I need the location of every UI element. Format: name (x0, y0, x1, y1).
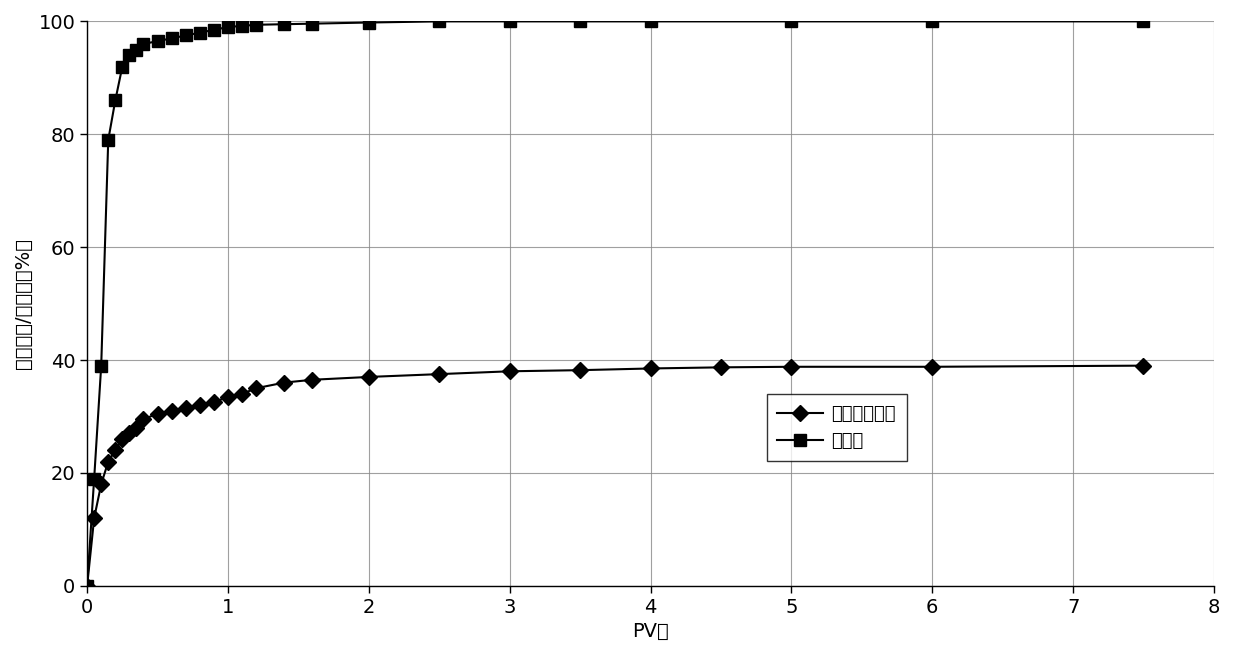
水驱驱油效率 (643, 365, 658, 373)
水驱驱油效率 (502, 367, 517, 375)
水驱驱油效率 (362, 373, 376, 381)
水驱驱油效率 (249, 384, 264, 392)
含水率 (1137, 18, 1151, 26)
含水率 (193, 29, 207, 37)
水驱驱油效率 (713, 364, 728, 371)
水驱驱油效率 (276, 379, 291, 386)
含水率 (305, 20, 320, 28)
水驱驱油效率 (115, 435, 130, 443)
水驱驱油效率 (86, 514, 101, 522)
含水率 (206, 26, 221, 34)
水驱驱油效率 (130, 424, 144, 432)
含水率 (115, 63, 130, 71)
水驱驱油效率 (136, 415, 151, 423)
水驱驱油效率 (101, 458, 116, 466)
水驱驱油效率 (193, 402, 207, 409)
含水率 (179, 31, 194, 39)
Y-axis label: 采出程度/含水率（%）: 采出程度/含水率（%） (14, 238, 33, 369)
含水率 (151, 37, 165, 45)
水驱驱油效率 (206, 398, 221, 406)
水驱驱油效率 (234, 390, 249, 398)
水驱驱油效率 (305, 376, 320, 384)
含水率 (362, 18, 376, 26)
水驱驱油效率 (179, 404, 194, 412)
水驱驱油效率 (924, 363, 939, 371)
含水率 (573, 18, 587, 26)
含水率 (107, 96, 122, 104)
水驱驱油效率 (122, 430, 137, 438)
含水率 (101, 136, 116, 144)
含水率 (276, 20, 291, 28)
水驱驱油效率 (94, 480, 109, 488)
水驱驱油效率 (151, 409, 165, 417)
水驱驱油效率 (80, 582, 95, 590)
含水率 (122, 51, 137, 59)
Line: 含水率: 含水率 (81, 15, 1150, 592)
水驱驱油效率 (1137, 362, 1151, 369)
含水率 (784, 18, 798, 26)
含水率 (924, 18, 939, 26)
Legend: 水驱驱油效率, 含水率: 水驱驱油效率, 含水率 (766, 394, 907, 461)
含水率 (643, 18, 658, 26)
含水率 (432, 18, 447, 26)
水驱驱油效率 (573, 366, 587, 374)
含水率 (80, 582, 95, 590)
含水率 (502, 18, 517, 26)
含水率 (136, 40, 151, 48)
含水率 (94, 362, 109, 369)
含水率 (164, 35, 179, 43)
含水率 (221, 23, 236, 31)
水驱驱油效率 (784, 363, 798, 371)
水驱驱油效率 (107, 446, 122, 454)
含水率 (249, 21, 264, 29)
Line: 水驱驱油效率: 水驱驱油效率 (81, 360, 1149, 591)
X-axis label: PV数: PV数 (632, 622, 669, 641)
含水率 (130, 46, 144, 54)
含水率 (86, 475, 101, 483)
含水率 (234, 22, 249, 30)
水驱驱油效率 (221, 393, 236, 401)
水驱驱油效率 (432, 370, 447, 378)
水驱驱油效率 (164, 407, 179, 415)
